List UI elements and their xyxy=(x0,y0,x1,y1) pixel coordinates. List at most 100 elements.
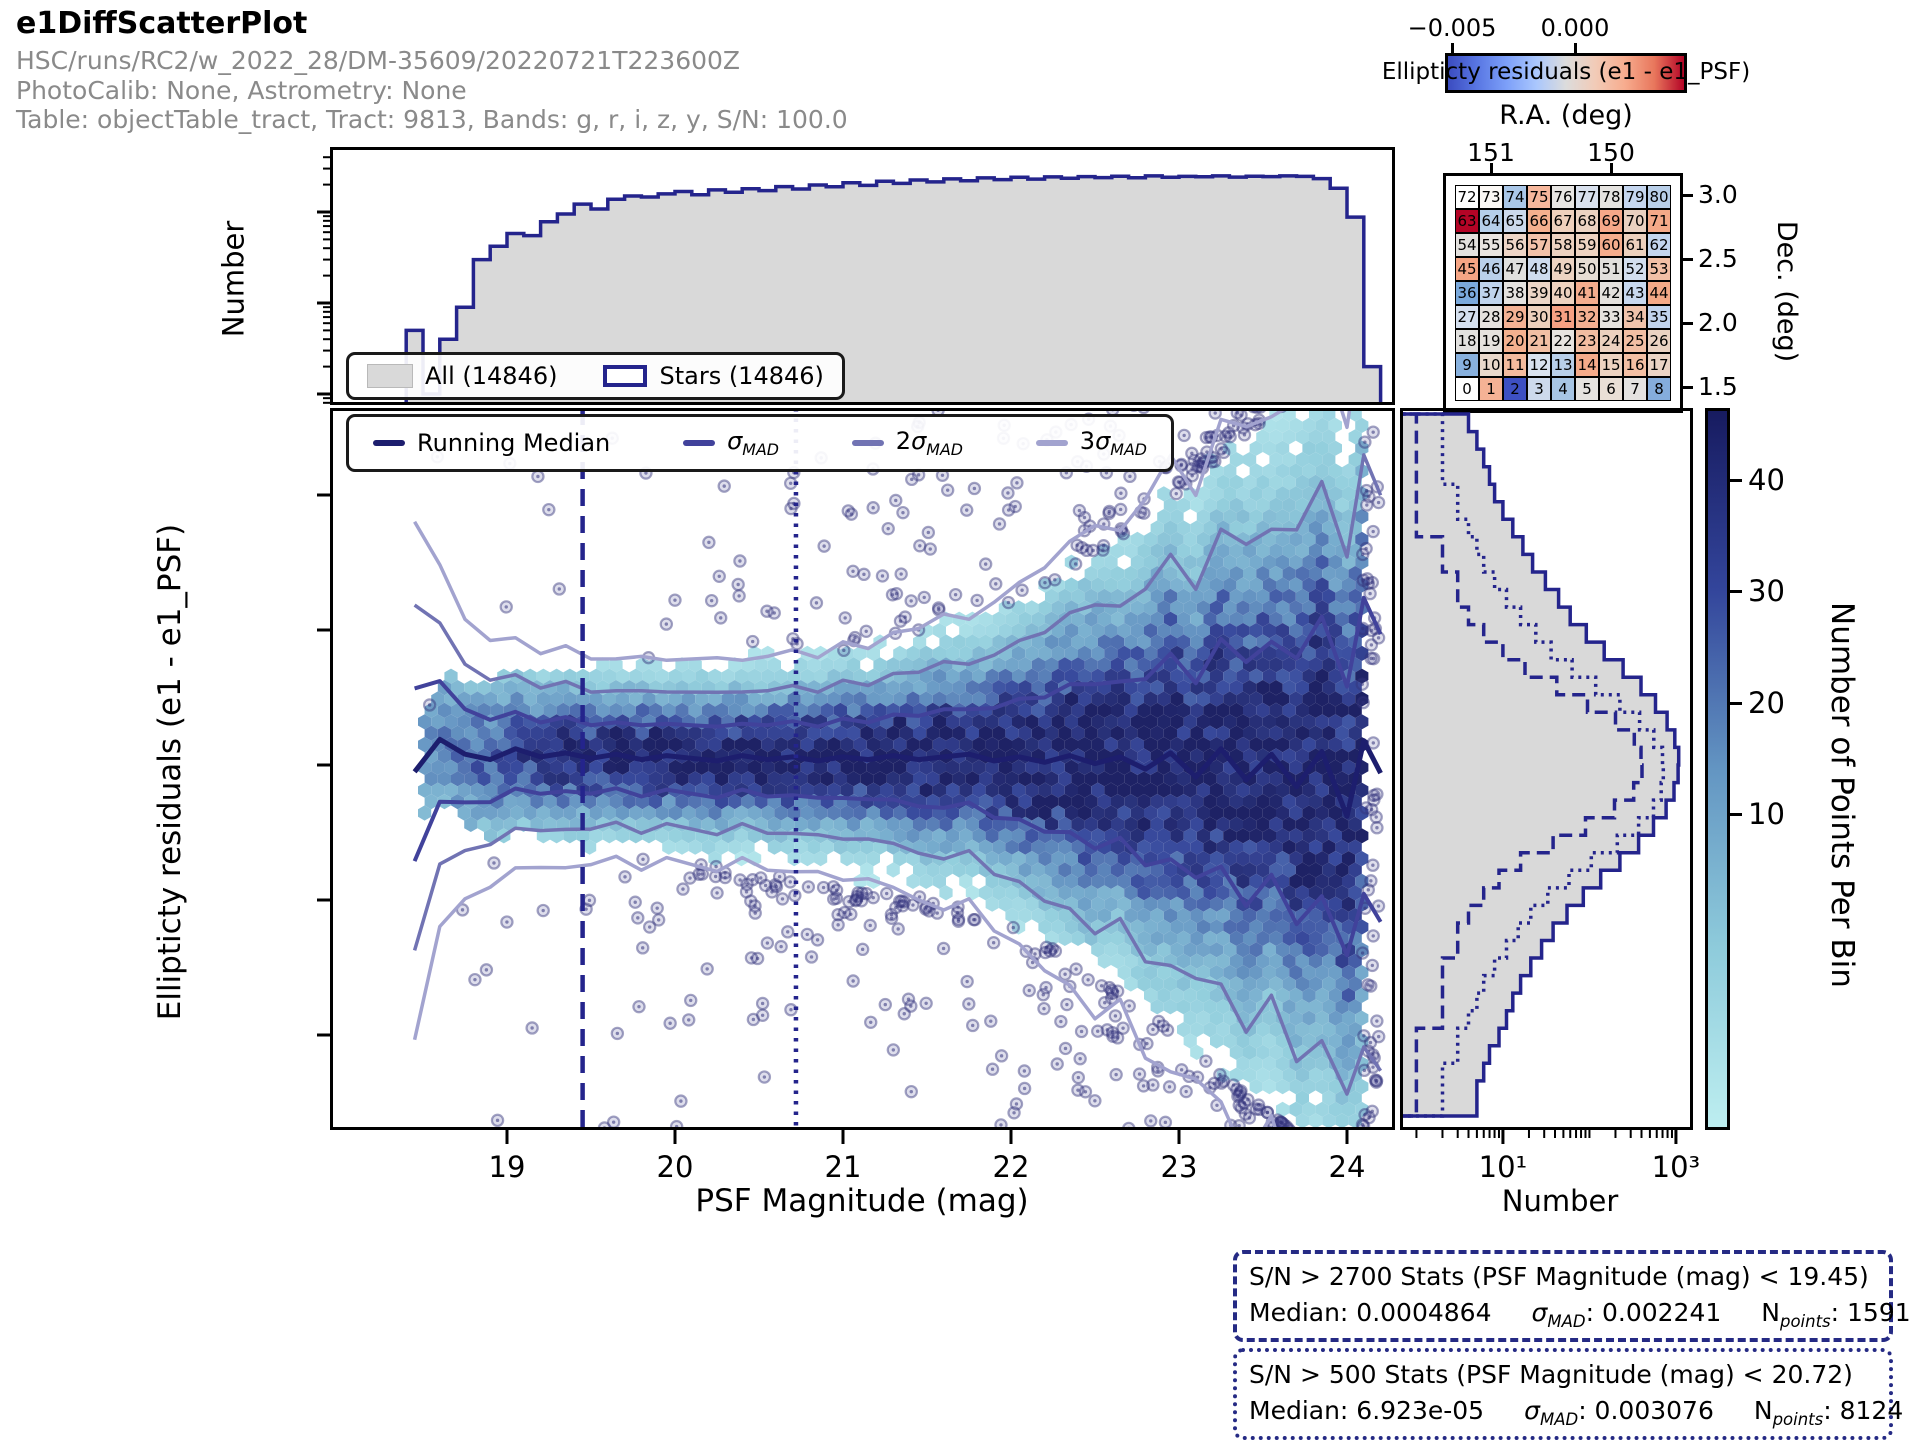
tract-patch-28: 28 xyxy=(1479,305,1503,329)
top-hist-ylabel: Number xyxy=(216,220,251,338)
colorbar-tick: 30 xyxy=(1748,574,1785,608)
hexbin-count-colorbar xyxy=(1705,408,1730,1130)
tract-patch-37: 37 xyxy=(1479,281,1503,305)
main-scatter-panel xyxy=(317,408,1395,1144)
tract-xtickmark xyxy=(1489,163,1493,173)
tract-patch-15: 15 xyxy=(1599,353,1623,377)
patch-grid: 72 73 74 75 76 77 78 79 80 63 64 65 66 67 68 69 70 71 54 55… xyxy=(1455,185,1671,401)
main-xtick: 23 xyxy=(1160,1150,1198,1184)
tract-patch-16: 16 xyxy=(1623,353,1647,377)
tract-patch-7: 7 xyxy=(1623,377,1647,401)
tract-patch-63: 63 xyxy=(1455,209,1479,233)
ra-cbar-tickmark xyxy=(1450,43,1454,53)
page-title: e1DiffScatterPlot xyxy=(16,6,308,41)
tract-patch-74: 74 xyxy=(1503,185,1527,209)
tract-patch-10: 10 xyxy=(1479,353,1503,377)
tract-patch-51: 51 xyxy=(1599,257,1623,281)
legend-label: Running Median xyxy=(417,429,611,457)
tract-ytick: 2.0 xyxy=(1698,308,1738,337)
tract-patch-31: 31 xyxy=(1551,305,1575,329)
ra-residual-colorbar xyxy=(1445,53,1687,93)
legend-item: 2σMAD xyxy=(851,427,963,459)
stats-values: Median: 0.0004864 σMAD: 0.002241 Npoints… xyxy=(1249,1295,1911,1333)
tract-xtick: 150 xyxy=(1587,138,1635,167)
stars-swatch xyxy=(603,365,648,387)
stats-title: S/N > 500 Stats (PSF Magnitude (mag) < 2… xyxy=(1249,1360,1853,1389)
main-xtick: 24 xyxy=(1328,1150,1366,1184)
right-hist-xlabel: Number xyxy=(1501,1184,1619,1218)
tract-patch-26: 26 xyxy=(1647,329,1671,353)
tract-patch-48: 48 xyxy=(1527,257,1551,281)
tract-patch-40: 40 xyxy=(1551,281,1575,305)
right-hist-xtick: 10¹ xyxy=(1478,1150,1528,1184)
colorbar-tick: 10 xyxy=(1748,797,1785,831)
legend-item: 3σMAD xyxy=(1035,427,1147,459)
main-xtick: 20 xyxy=(656,1150,694,1184)
legend-label: σMAD xyxy=(727,427,779,459)
tract-patch-3: 3 xyxy=(1527,377,1551,401)
stats-values: Median: 6.923e-05 σMAD: 0.003076 Npoints… xyxy=(1249,1393,1903,1431)
tract-patch-21: 21 xyxy=(1527,329,1551,353)
line-swatch xyxy=(683,439,716,446)
line-swatch xyxy=(373,440,405,446)
tract-patch-56: 56 xyxy=(1503,233,1527,257)
tract-xtick: 151 xyxy=(1467,138,1515,167)
tract-patch-54: 54 xyxy=(1455,233,1479,257)
tract-patch-9: 9 xyxy=(1455,353,1479,377)
tract-patch-19: 19 xyxy=(1479,329,1503,353)
tract-patch-43: 43 xyxy=(1623,281,1647,305)
tract-patch-78: 78 xyxy=(1599,185,1623,209)
top-histogram-panel xyxy=(317,147,1395,405)
tract-patch-80: 80 xyxy=(1647,185,1671,209)
legend-item: Stars (14846) xyxy=(603,362,824,390)
tract-ytickmark xyxy=(1683,321,1693,325)
tract-patch-73: 73 xyxy=(1479,185,1503,209)
legend-label: All (14846) xyxy=(425,362,558,390)
tract-patch-18: 18 xyxy=(1455,329,1479,353)
colorbar-tickmark xyxy=(1730,812,1742,816)
tract-patch-79: 79 xyxy=(1623,185,1647,209)
all-swatch xyxy=(367,364,413,388)
stat-npoints: Npoints: 8124 xyxy=(1753,1395,1904,1429)
tract-ytickmark xyxy=(1683,385,1693,389)
tract-ytick: 3.0 xyxy=(1698,180,1738,209)
main-xlabel: PSF Magnitude (mag) xyxy=(695,1183,1029,1219)
ra-colorbar-label: Ellipticty residuals (e1 - e1_PSF) xyxy=(1381,59,1751,85)
tract-patch-1: 1 xyxy=(1479,377,1503,401)
main-xtick: 19 xyxy=(488,1150,526,1184)
tract-patch-41: 41 xyxy=(1575,281,1599,305)
tract-patch-22: 22 xyxy=(1551,329,1575,353)
tract-patch-20: 20 xyxy=(1503,329,1527,353)
tract-patch-76: 76 xyxy=(1551,185,1575,209)
stats-box-sn500: S/N > 500 Stats (PSF Magnitude (mag) < 2… xyxy=(1233,1348,1903,1440)
tract-patch-35: 35 xyxy=(1647,305,1671,329)
dec-axis-label: Dec. (deg) xyxy=(1771,220,1803,363)
ra-axis-label: R.A. (deg) xyxy=(1499,100,1633,131)
tract-patch-5: 5 xyxy=(1575,377,1599,401)
colorbar-tick: 40 xyxy=(1748,463,1785,497)
legend-item: σMAD xyxy=(683,427,779,459)
tract-patch-42: 42 xyxy=(1599,281,1623,305)
tract-patch-45: 45 xyxy=(1455,257,1479,281)
tract-patch-49: 49 xyxy=(1551,257,1575,281)
legend-item: Running Median xyxy=(373,429,610,457)
legend-label: 2σMAD xyxy=(895,427,963,459)
tract-patch-60: 60 xyxy=(1599,233,1623,257)
tract-patch-55: 55 xyxy=(1479,233,1503,257)
tract-patch-6: 6 xyxy=(1599,377,1623,401)
main-xtick: 21 xyxy=(824,1150,862,1184)
tract-patch-map: 72 73 74 75 76 77 78 79 80 63 64 65 66 67 68 69 70 71 54 55… xyxy=(1443,173,1683,413)
tract-patch-44: 44 xyxy=(1647,281,1671,305)
tract-patch-52: 52 xyxy=(1623,257,1647,281)
ra-cbar-tick: 0.000 xyxy=(1540,14,1610,42)
stat-median: Median: 6.923e-05 xyxy=(1249,1395,1485,1425)
stats-box-sn2700: S/N > 2700 Stats (PSF Magnitude (mag) < … xyxy=(1233,1250,1911,1342)
tract-patch-67: 67 xyxy=(1551,209,1575,233)
ra-cbar-tick: −0.005 xyxy=(1407,14,1497,42)
tract-xtickmark xyxy=(1609,163,1613,173)
tract-patch-75: 75 xyxy=(1527,185,1551,209)
tract-patch-72: 72 xyxy=(1455,185,1479,209)
tract-ytick: 2.5 xyxy=(1698,244,1738,273)
tract-patch-61: 61 xyxy=(1623,233,1647,257)
